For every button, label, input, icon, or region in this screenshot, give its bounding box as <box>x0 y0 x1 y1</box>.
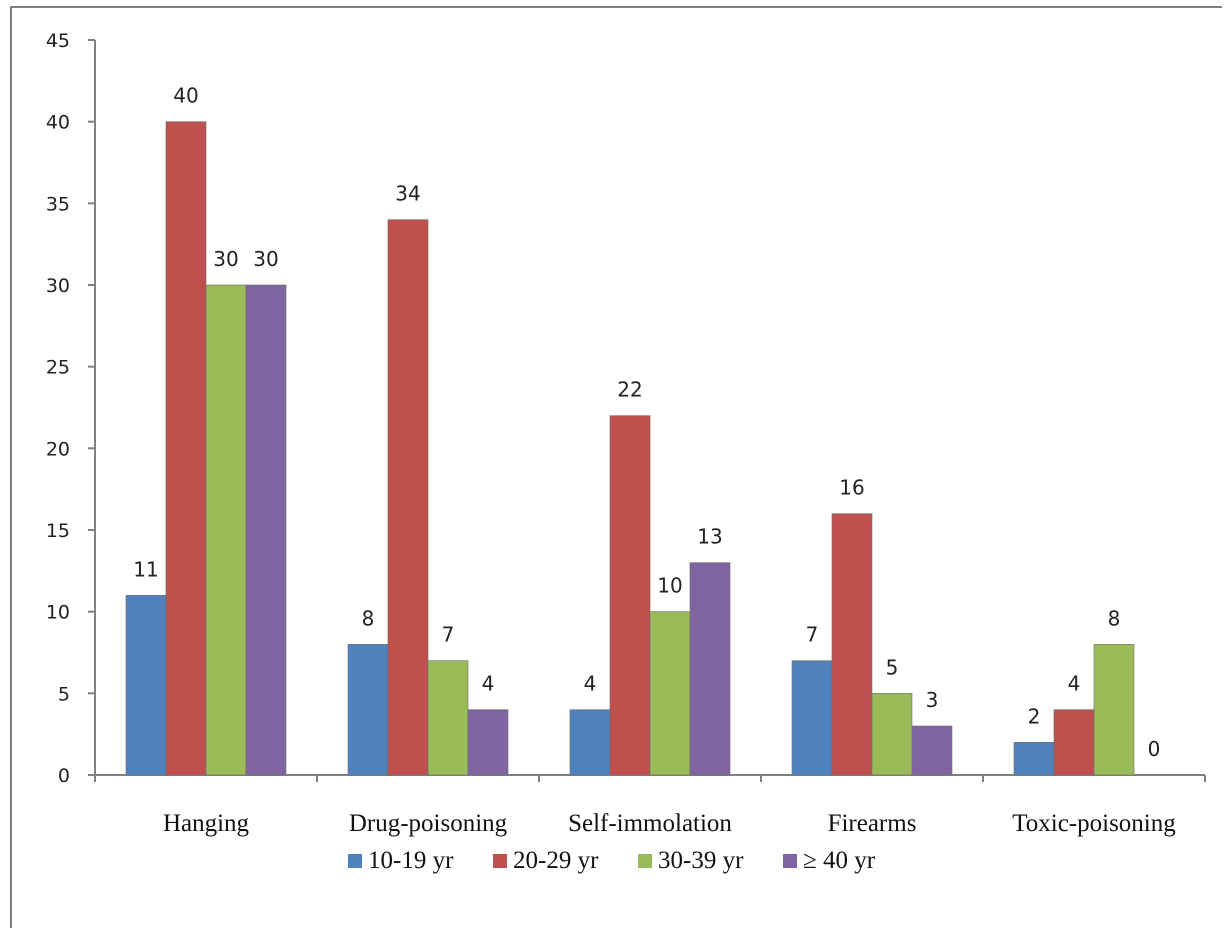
legend-swatch <box>638 854 652 868</box>
data-label: 22 <box>617 378 642 402</box>
data-label: 4 <box>584 672 597 696</box>
category-label: Hanging <box>163 810 250 837</box>
category-label: Self-immolation <box>568 810 732 837</box>
bar <box>791 660 833 776</box>
bar <box>609 415 651 776</box>
y-tick-label: 10 <box>46 602 70 624</box>
legend-label: 10-19 yr <box>368 847 454 874</box>
data-label: 34 <box>395 182 420 206</box>
legend-label: ≥ 40 yr <box>803 847 876 874</box>
data-label: 5 <box>886 655 899 679</box>
data-label: 7 <box>806 623 819 647</box>
bar <box>911 725 953 776</box>
bar <box>125 595 167 776</box>
bar <box>427 660 469 776</box>
data-label: 40 <box>173 84 198 108</box>
bar <box>347 644 389 776</box>
bar <box>569 709 611 776</box>
bar <box>649 611 691 776</box>
data-labels: 11 40 30 30 8 34 7 4 4 22 10 13 7 16 5 3 2 4 8 0 <box>133 84 1160 761</box>
y-tick-label: 0 <box>58 765 70 787</box>
y-tick-label: 20 <box>46 438 70 460</box>
category-label: Toxic-poisoning <box>1012 810 1176 837</box>
legend-swatch <box>493 854 507 868</box>
legend-swatch <box>348 854 362 868</box>
data-label: 4 <box>1068 672 1081 696</box>
data-label: 7 <box>442 623 455 647</box>
chart-frame <box>10 6 1222 928</box>
data-label: 2 <box>1028 704 1041 728</box>
bar <box>387 219 429 776</box>
legend-label: 30-39 yr <box>658 847 744 874</box>
y-tick-label: 30 <box>46 275 70 297</box>
data-label: 30 <box>253 247 278 271</box>
y-tick-label: 5 <box>58 683 70 705</box>
legend-swatch <box>783 854 797 868</box>
data-label: 8 <box>1108 606 1121 630</box>
x-axis: Hanging Drug-poisoning Self-immolation Fire… <box>94 774 1206 837</box>
data-label: 30 <box>213 247 238 271</box>
bar <box>1013 742 1055 776</box>
bar <box>467 709 509 776</box>
bar <box>205 284 247 776</box>
category-label: Firearms <box>828 810 917 837</box>
bar <box>689 562 731 776</box>
legend-label: 20-29 yr <box>513 847 599 874</box>
y-tick-label: 25 <box>46 357 70 379</box>
bar <box>871 693 913 776</box>
data-label: 13 <box>697 525 722 549</box>
bars <box>125 121 1135 776</box>
y-tick-label: 15 <box>46 520 70 542</box>
data-label: 10 <box>657 574 682 598</box>
category-label: Drug-poisoning <box>349 810 508 837</box>
bar <box>165 121 207 776</box>
y-tick-label: 35 <box>46 193 70 215</box>
y-tick-label: 45 <box>46 30 70 52</box>
data-label: 3 <box>926 688 939 712</box>
y-tick-label: 40 <box>46 112 70 134</box>
data-label: 4 <box>482 672 495 696</box>
data-label: 0 <box>1148 737 1161 761</box>
bar <box>831 513 873 776</box>
bar <box>1093 644 1135 776</box>
y-axis: 0 5 10 15 20 25 30 35 40 45 <box>46 30 96 787</box>
data-label: 16 <box>839 476 864 500</box>
bar <box>1053 709 1095 776</box>
data-label: 11 <box>133 557 158 581</box>
data-label: 8 <box>362 606 375 630</box>
legend: 10-19 yr 20-29 yr 30-39 yr ≥ 40 yr <box>348 847 876 874</box>
bar <box>245 284 287 776</box>
